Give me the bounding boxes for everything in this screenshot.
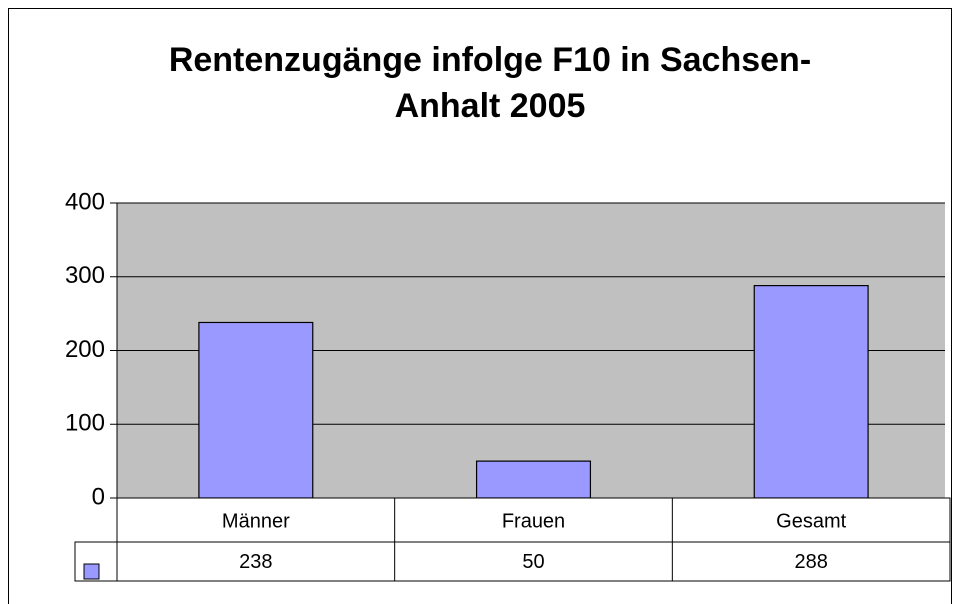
chart-title: Anhalt 2005 — [395, 87, 586, 125]
data-table-header — [116, 497, 951, 543]
bar — [475, 460, 592, 499]
value-cell: 238 — [239, 551, 272, 573]
y-tick-label: 100 — [65, 410, 105, 437]
data-table-values — [74, 541, 951, 582]
legend-key — [83, 563, 100, 580]
y-tick-label: 200 — [65, 336, 105, 363]
category-label: Männer — [222, 510, 290, 532]
chart-title: Rentenzugänge infolge F10 in Sachsen- — [169, 41, 811, 79]
value-cell: 288 — [794, 551, 827, 573]
bar — [198, 321, 314, 499]
y-tick-label: 400 — [65, 188, 105, 215]
category-label: Gesamt — [776, 510, 846, 532]
y-tick-label: 0 — [92, 483, 105, 510]
bar — [753, 285, 869, 499]
category-label: Frauen — [502, 510, 565, 532]
y-tick-label: 300 — [65, 262, 105, 289]
value-cell: 50 — [522, 551, 544, 573]
